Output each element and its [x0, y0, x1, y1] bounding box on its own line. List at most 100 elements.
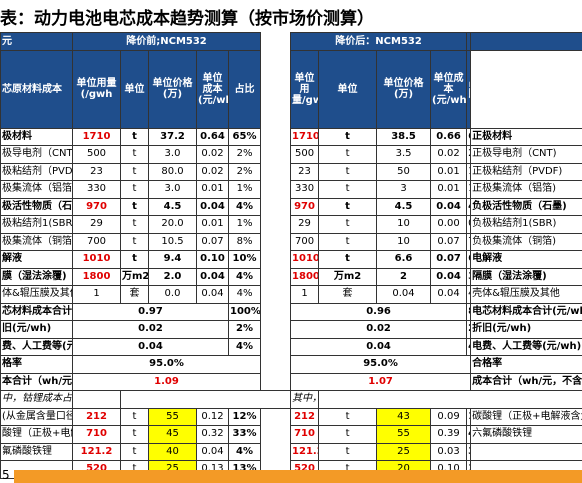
table-row: 极粘结剂（PVDF)23t80.00.022%23t500.011%正极粘结剂（…: [0, 162, 582, 181]
table-row: 极集流体（铜箔)700t10.50.078%700t100.077%负极集流体（…: [0, 232, 582, 251]
cell: 0.02: [196, 145, 229, 164]
cell: 单位价格(万): [148, 49, 197, 129]
table-row: 膜（湿法涂覆)1800万m22.00.044%1800万m220.043%隔膜（…: [0, 267, 582, 286]
cell: 1010: [290, 250, 320, 269]
cell: t: [120, 442, 149, 461]
cell: 2%: [227, 162, 262, 181]
cell: 元: [0, 32, 73, 51]
cell: 65%: [227, 127, 262, 146]
cell: 极集流体（铝箔): [0, 180, 73, 199]
cell: 六氟磷酸铁锂: [470, 425, 582, 444]
cell: 氟磷酸铁锂: [0, 442, 73, 461]
cell: [72, 390, 121, 408]
cell: t: [318, 250, 378, 269]
cell: 极粘结剂1(SBR): [0, 215, 73, 234]
cell: [260, 425, 291, 443]
cell: 隔膜（湿法涂覆): [470, 267, 582, 286]
cell: 12%: [227, 407, 262, 426]
cell: 10%: [227, 250, 262, 269]
cell: 0.96: [290, 302, 468, 321]
cell: 10: [376, 215, 432, 234]
cell: 0.32: [196, 425, 229, 444]
cell: 8%: [227, 232, 262, 251]
cell: 1710: [72, 127, 121, 146]
cell: [260, 250, 291, 268]
cell: 正极粘结剂（PVDF): [470, 162, 582, 181]
cell: 330: [290, 180, 320, 199]
footer-bar: [14, 470, 582, 483]
cell: 电费、人工费等(元/wh): [470, 337, 582, 356]
cell: 0.00: [430, 215, 468, 234]
cell: 极活性物质（石墨): [0, 197, 73, 216]
cell: 本合计（wh/元，不含税): [0, 372, 73, 391]
cell: [260, 145, 291, 163]
cell: 折旧(元/wh): [470, 320, 582, 339]
cell: 其中，钴锂成本占比: [290, 390, 320, 409]
cell: 100%: [227, 302, 262, 321]
cell: 中，钴锂成本占比: [0, 390, 73, 409]
cell: 0.07: [430, 232, 468, 251]
cell: 710: [290, 425, 320, 444]
cell: [260, 215, 291, 233]
cell: 4%: [227, 267, 262, 286]
cell: 0.04: [196, 267, 229, 286]
cell: 合格率: [470, 355, 582, 374]
table-row: 费、人工费等(元/wh)0.044%0.044%电费、人工费等(元/wh): [0, 337, 582, 356]
cell: [260, 180, 291, 198]
cell: 壳体&辊压膜及其他: [470, 285, 582, 304]
cell: 单位: [318, 49, 378, 129]
table-row: 极集流体（铝箔)330t3.00.011%330t30.011%正极集流体（铝箔…: [0, 180, 582, 199]
cell: t: [120, 197, 149, 216]
cell: 1%: [227, 180, 262, 199]
cell: 700: [290, 232, 320, 251]
cell: t: [120, 232, 149, 251]
cell: 成本合计（wh/元，不含税): [470, 372, 582, 391]
cell: 单位价格(万): [376, 49, 432, 129]
cell: 970: [290, 197, 320, 216]
cell: 万m2: [318, 267, 378, 286]
cell: 1800: [72, 267, 121, 286]
cell: 2%: [227, 320, 262, 339]
cell: 0.02: [290, 320, 468, 339]
cell: 0.0: [148, 285, 197, 304]
cell: 10.5: [148, 232, 197, 251]
cell: 710: [72, 425, 121, 444]
cell: 55: [376, 425, 432, 444]
cell: 0.01: [196, 215, 229, 234]
cell: 37.2: [148, 127, 197, 146]
cell: 套: [318, 285, 378, 304]
cell: [470, 32, 582, 51]
cell: 套: [120, 285, 149, 304]
cell: [470, 50, 582, 128]
table-row: 旧(元/wh)0.022%0.022%折旧(元/wh): [0, 320, 582, 339]
cell: 9.4: [148, 250, 197, 269]
cell: 1.09: [71, 372, 262, 391]
cell: 1: [72, 285, 121, 304]
cell: 膜（湿法涂覆): [0, 267, 73, 286]
cell: 单位成本(元/wh): [430, 49, 468, 129]
cell: 0.39: [430, 425, 468, 444]
cell: 极粘结剂（PVDF): [0, 162, 73, 181]
cell: 单位成本(元/wh: [196, 49, 229, 129]
cell: 芯材料成本合计(元/wh): [0, 302, 73, 321]
cost-table: 元降价前;NCM532 降价后：NCM532 芯原材料成本 单位用量(/gwh 单位 单位…: [0, 32, 582, 479]
table-row: 极粘结剂1(SBR)29t20.00.011%29t100.000%负极粘结剂1…: [0, 215, 582, 234]
cell: t: [318, 197, 378, 216]
cell: 0.09: [430, 407, 468, 426]
cell: 格率: [0, 355, 73, 374]
cell: t: [120, 215, 149, 234]
cell: 95.0%: [290, 355, 472, 374]
cell: 旧(元/wh): [0, 320, 73, 339]
cell: (从金属含量口径): [0, 407, 73, 426]
cell: 500: [290, 145, 320, 164]
cell: 4%: [227, 197, 262, 216]
cell: 4%: [227, 337, 262, 356]
cell: 29: [72, 215, 121, 234]
cell: 0.04: [196, 197, 229, 216]
cell: 1: [290, 285, 320, 304]
cell: 0.04: [72, 337, 229, 356]
cell: 4%: [227, 442, 262, 461]
cell: 212: [290, 407, 320, 426]
